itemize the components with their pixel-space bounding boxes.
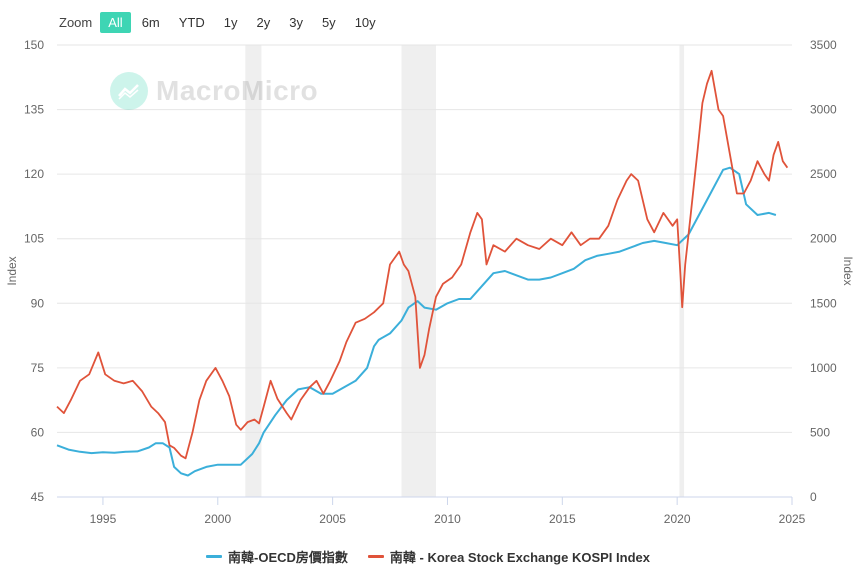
y-right-tick-label: 500: [810, 425, 830, 439]
legend-label-kospi: 南韓 - Korea Stock Exchange KOSPI Index: [389, 550, 650, 565]
y-left-tick-label: 135: [24, 103, 44, 117]
zoom-bar: Zoom All 6m YTD 1y 2y 3y 5y 10y: [59, 11, 387, 33]
x-tick-label: 2000: [204, 512, 231, 526]
y-right-axis-title: Index: [841, 256, 855, 285]
zoom-2y-button[interactable]: 2y: [256, 14, 271, 30]
legend-item-kospi[interactable]: 南韓 - Korea Stock Exchange KOSPI Index: [367, 547, 650, 566]
y-left-tick-label: 90: [31, 296, 45, 310]
x-tick-label: 2005: [319, 512, 346, 526]
legend-swatch-housing: [206, 555, 223, 558]
zoom-all-button[interactable]: All: [100, 11, 131, 33]
watermark: MacroMicro: [110, 72, 318, 110]
y-left-tick-label: 105: [24, 232, 44, 246]
series-line-housing: [56, 166, 777, 477]
watermark-text: MacroMicro: [156, 75, 319, 106]
y-left-tick-label: 45: [31, 490, 45, 504]
y-left-axis-title: Index: [5, 256, 19, 285]
y-right-tick-label: 1000: [810, 361, 837, 375]
y-left-tick-label: 75: [31, 361, 45, 375]
x-tick-label: 2025: [779, 512, 806, 526]
y-left-tick-label: 150: [24, 38, 44, 52]
y-right-tick-label: 3000: [810, 103, 837, 117]
zoom-3y-button[interactable]: 3y: [289, 14, 303, 30]
legend-swatch-kospi: [367, 555, 384, 558]
x-tick-label: 2010: [434, 512, 461, 526]
recession-band: [401, 45, 436, 497]
y-right-tick-label: 0: [810, 490, 817, 504]
zoom-10y-button[interactable]: 10y: [354, 14, 376, 30]
y-right-tick-label: 1500: [810, 296, 837, 310]
y-left-tick-label: 60: [31, 425, 45, 439]
zoom-5y-button[interactable]: 5y: [321, 14, 336, 30]
legend-label-housing: 南韓-OECD房價指數: [228, 550, 348, 565]
recession-band: [679, 45, 685, 497]
legend-item-housing[interactable]: 南韓-OECD房價指數: [206, 547, 348, 566]
zoom-label: Zoom: [59, 14, 93, 30]
zoom-6m-button[interactable]: 6m: [141, 14, 160, 30]
x-tick-label: 1995: [90, 512, 117, 526]
watermark-logo-icon: [110, 72, 148, 110]
zoom-ytd-button[interactable]: YTD: [178, 14, 205, 30]
legend: 南韓-OECD房價指數 南韓 - Korea Stock Exchange KO…: [0, 547, 856, 566]
y-left-tick-label: 120: [24, 167, 44, 181]
y-right-tick-label: 2500: [810, 167, 837, 181]
series-line-kospi: [56, 69, 789, 460]
recession-band: [245, 45, 262, 497]
y-right-tick-label: 3500: [810, 38, 837, 52]
y-right-tick-label: 2000: [810, 232, 837, 246]
zoom-1y-button[interactable]: 1y: [223, 14, 238, 30]
x-tick-label: 2020: [664, 512, 691, 526]
x-tick-label: 2015: [549, 512, 576, 526]
